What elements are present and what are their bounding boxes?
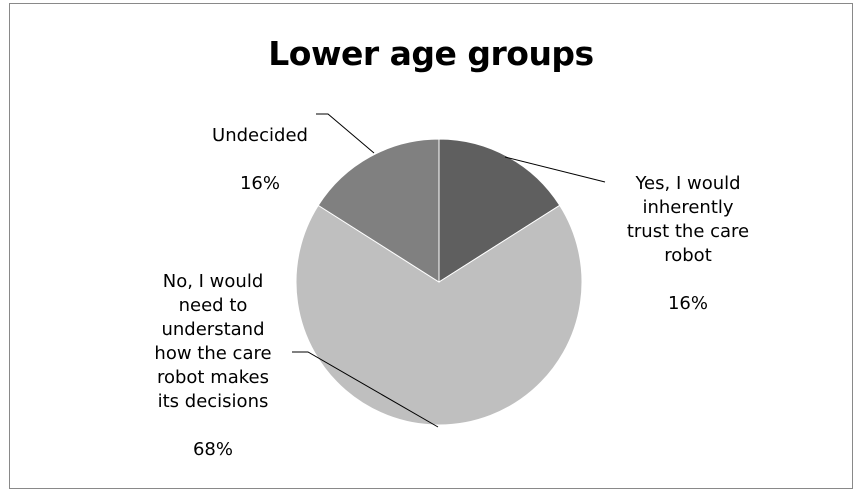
pie-chart (292, 113, 606, 428)
slice-label-yes-text: Yes, I would inherently trust the care r… (626, 173, 750, 266)
slice-label-no: No, I would need to understand how the c… (118, 246, 308, 462)
leader-line-undecided (316, 113, 375, 154)
chart-title: Lower age groups (268, 34, 594, 73)
leader-line-no (292, 351, 439, 428)
pie-slice-undecided (317, 138, 440, 283)
leader-line-yes (504, 156, 606, 183)
slice-label-yes: Yes, I would inherently trust the care r… (598, 148, 778, 316)
pie-slice-yes (438, 138, 561, 283)
slice-label-no-percent: 68% (192, 439, 233, 460)
pie-slice-no (295, 204, 583, 426)
slice-label-undecided-text: Undecided (212, 125, 308, 146)
slice-label-yes-percent: 16% (667, 293, 708, 314)
slice-label-no-text: No, I would need to understand how the c… (154, 271, 272, 412)
slice-label-undecided-percent: 16% (239, 173, 280, 194)
slice-label-undecided: Undecided 16% (200, 100, 320, 196)
